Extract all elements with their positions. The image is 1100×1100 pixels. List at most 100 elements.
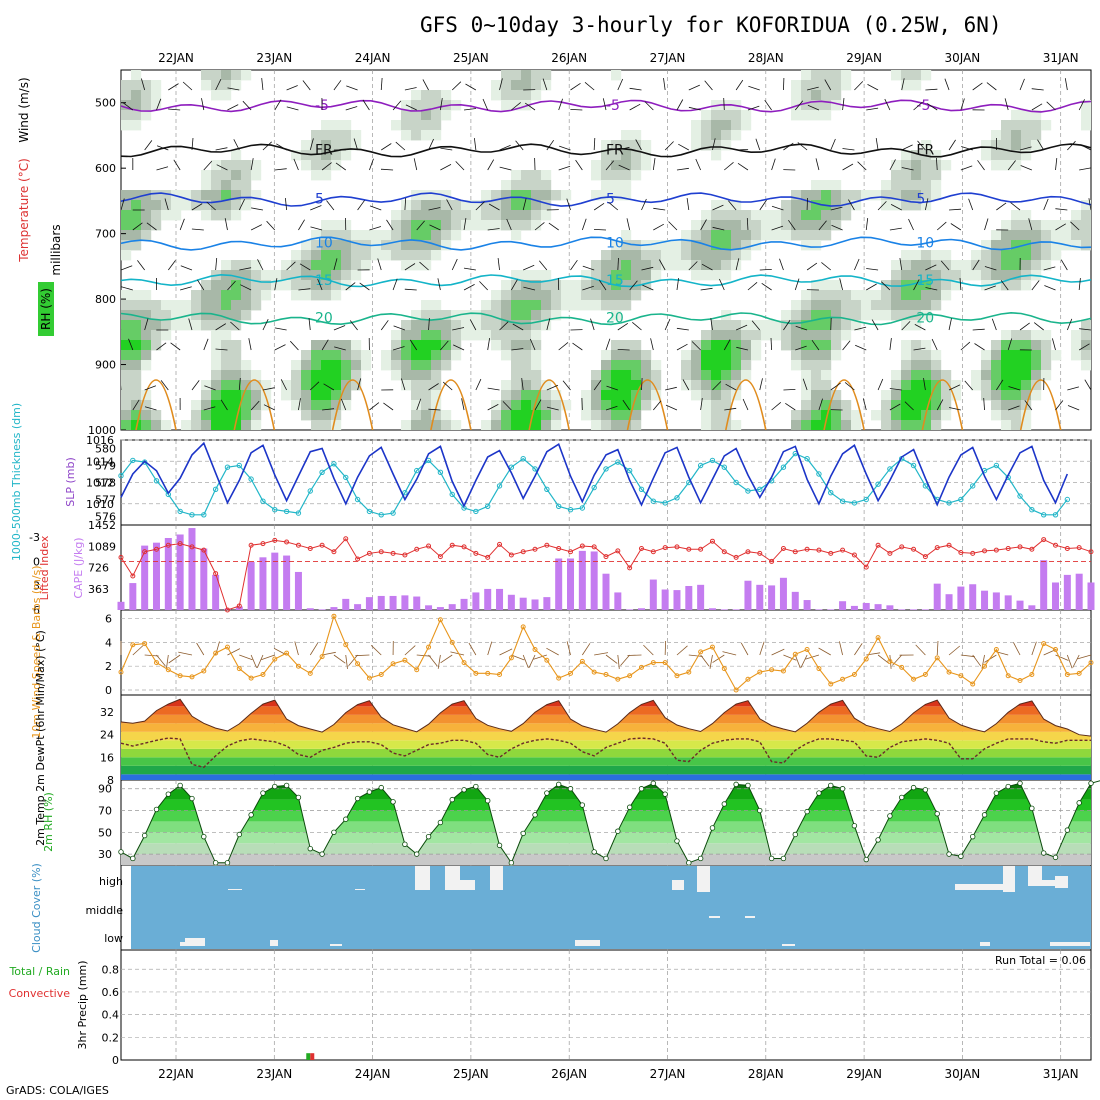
warm-contour bbox=[725, 379, 767, 430]
rh-cell bbox=[151, 200, 162, 211]
rh-cell bbox=[321, 250, 332, 261]
rh-cell bbox=[991, 160, 1002, 171]
wind-barb bbox=[263, 404, 275, 411]
rh-cell bbox=[251, 380, 262, 391]
rh-point bbox=[402, 841, 408, 847]
wind-barb bbox=[534, 222, 545, 231]
panel-wind-frame bbox=[120, 609, 1092, 696]
rh-cell bbox=[221, 410, 232, 421]
li-point bbox=[840, 547, 846, 553]
rh-point bbox=[579, 802, 586, 808]
wind-barb-10m bbox=[322, 651, 336, 656]
thickness-point bbox=[544, 486, 550, 492]
rh-cell bbox=[1051, 220, 1062, 231]
rh-cell bbox=[241, 190, 252, 201]
rh-cell bbox=[831, 300, 842, 311]
rh-cell bbox=[531, 340, 542, 351]
rh-cell bbox=[321, 390, 332, 401]
rh-cell bbox=[1011, 340, 1022, 351]
wind-barb bbox=[523, 264, 535, 271]
wind-barb-10m bbox=[250, 654, 257, 669]
rh-cell bbox=[351, 350, 362, 361]
rh-cell bbox=[201, 280, 212, 291]
rh-cell bbox=[491, 310, 502, 321]
wind-barb bbox=[451, 258, 458, 271]
wind-barb bbox=[499, 78, 503, 91]
wind-barb bbox=[461, 398, 465, 411]
isotherm-label: 5 bbox=[315, 192, 324, 208]
wind-barb bbox=[1078, 278, 1081, 291]
rh-cell bbox=[131, 340, 142, 351]
wind-barb-10m bbox=[627, 654, 642, 656]
rh-cell bbox=[1021, 330, 1032, 341]
rh-cell bbox=[811, 330, 822, 341]
rh-cell bbox=[561, 280, 572, 291]
wind-barb bbox=[191, 380, 200, 391]
wind-barb bbox=[349, 320, 358, 331]
rh-cell bbox=[961, 270, 972, 281]
cape-bar bbox=[661, 589, 669, 610]
rh-cell bbox=[201, 170, 212, 181]
wind-barb bbox=[487, 387, 500, 391]
wind-speed-point bbox=[934, 655, 940, 661]
cape-bar bbox=[377, 595, 385, 610]
rh-cell bbox=[521, 270, 532, 281]
wind-barb bbox=[712, 381, 722, 391]
rh-cell bbox=[141, 350, 152, 361]
rh-cell bbox=[1001, 160, 1012, 171]
wind-barb bbox=[369, 205, 382, 211]
rh-cell bbox=[1021, 150, 1032, 161]
rh-cell bbox=[301, 360, 312, 371]
wind-barb bbox=[724, 161, 734, 171]
wind-barb bbox=[593, 229, 607, 231]
wind-barb bbox=[463, 218, 467, 231]
rh-cell bbox=[501, 390, 512, 401]
rh-cell bbox=[231, 290, 242, 301]
rh-cell bbox=[411, 370, 422, 381]
wind-barb bbox=[641, 198, 647, 211]
wind-barb bbox=[440, 147, 453, 151]
rh-cell bbox=[1021, 260, 1032, 271]
rh-cell bbox=[471, 200, 482, 211]
rh-cell bbox=[411, 210, 422, 221]
rh-cell bbox=[121, 290, 132, 301]
rh-cell bbox=[341, 270, 352, 281]
rh-cell bbox=[191, 190, 202, 201]
li-point bbox=[887, 550, 893, 556]
rh-point bbox=[201, 833, 207, 840]
wind-speed-point bbox=[177, 673, 183, 679]
wind-barb bbox=[419, 261, 429, 271]
rh-cell bbox=[341, 140, 352, 151]
rh-cell bbox=[991, 410, 1002, 421]
rh-cell bbox=[1031, 120, 1042, 131]
date-label-bottom: 26JAN bbox=[551, 1067, 587, 1081]
rh-cell bbox=[851, 310, 862, 321]
rh-point bbox=[1052, 854, 1059, 861]
rh-cell bbox=[871, 310, 882, 321]
wind-barb bbox=[923, 378, 926, 391]
wind-speed-point bbox=[709, 644, 715, 650]
rh-point bbox=[189, 795, 195, 802]
rh-cell bbox=[791, 330, 802, 341]
rh-cell bbox=[431, 420, 442, 430]
rh-cell bbox=[391, 330, 402, 341]
wind-speed-point bbox=[402, 657, 408, 663]
rh-cell bbox=[141, 340, 152, 351]
rh-tick: 30 bbox=[98, 848, 112, 861]
wind-barb bbox=[310, 226, 323, 231]
rh-cell bbox=[641, 360, 652, 371]
thickness-point bbox=[721, 464, 727, 470]
rh-cell bbox=[461, 320, 472, 331]
rh-cell bbox=[891, 400, 902, 411]
wind-speed-point bbox=[319, 654, 325, 660]
wind-barb bbox=[191, 228, 204, 231]
rh-cell bbox=[471, 220, 482, 231]
li-point bbox=[402, 552, 408, 558]
rh-cell bbox=[331, 370, 342, 381]
rh-cell bbox=[1021, 380, 1032, 391]
rh-cell bbox=[691, 260, 702, 271]
rh-cell bbox=[1071, 240, 1082, 251]
thickness-point bbox=[496, 483, 503, 489]
rh-point bbox=[295, 794, 302, 801]
